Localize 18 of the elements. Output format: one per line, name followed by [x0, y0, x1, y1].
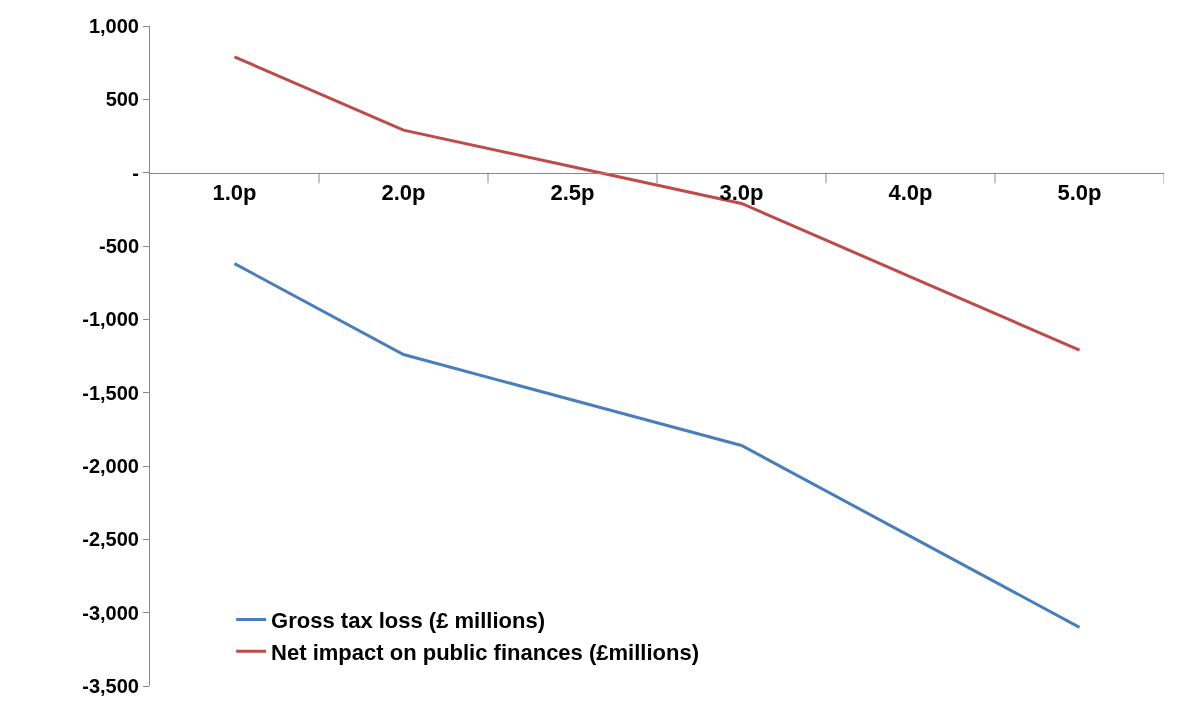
x-tick-label: 4.0p [888, 180, 933, 206]
y-tick-label: -1,000 [82, 308, 139, 331]
y-tick-label: -1,500 [82, 381, 139, 404]
y-tick-label: - [132, 161, 139, 184]
legend-label: Gross tax loss (£ millions) [271, 608, 545, 634]
y-tick-label: -500 [98, 235, 139, 257]
x-tick-label: 2.0p [381, 180, 426, 206]
x-tick-label: 2.5p [550, 180, 595, 206]
y-tick-label: -2,000 [82, 455, 139, 477]
x-tick-label: 3.0p [719, 180, 764, 206]
x-tick-label: 5.0p [1057, 180, 1102, 206]
y-tick-label: -2,500 [82, 528, 139, 551]
y-tick-label: -3,500 [82, 675, 139, 697]
y-tick-label: 500 [105, 88, 139, 111]
y-tick-label: 1,000 [88, 15, 139, 37]
legend-label: Net impact on public finances (£millions) [271, 639, 699, 665]
y-tick-label: -3,000 [82, 601, 139, 624]
x-tick-label: 1.0p [212, 180, 257, 206]
